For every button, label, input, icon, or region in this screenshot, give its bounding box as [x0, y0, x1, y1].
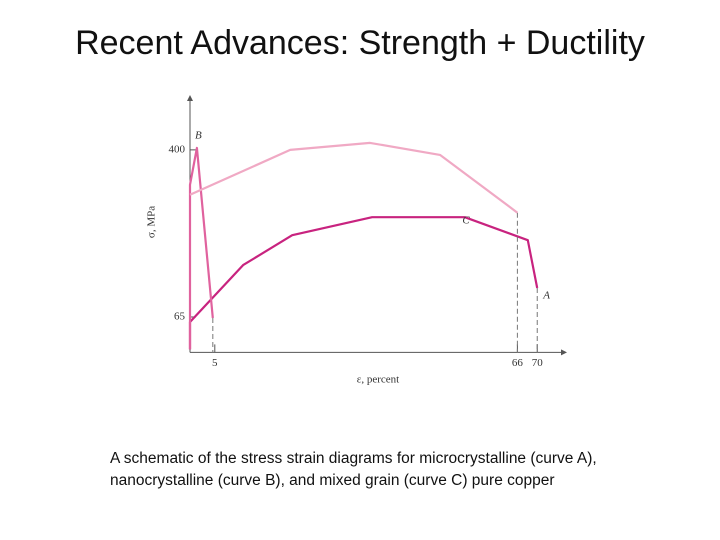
curve-label: B	[195, 129, 202, 141]
slide-title: Recent Advances: Strength + Ductility	[75, 24, 645, 62]
curve-label: C	[462, 214, 470, 226]
curve-label: A	[542, 290, 550, 302]
x-tick-label: 70	[532, 357, 544, 369]
curve	[188, 216, 539, 350]
x-tick-label: 66	[512, 357, 524, 369]
y-axis-label: σ, MPa	[146, 206, 158, 238]
x-axis-arrow	[561, 349, 567, 356]
y-tick-label: 400	[169, 143, 186, 155]
caption-line: A schematic of the stress strain diagram…	[110, 450, 597, 467]
curve	[189, 141, 519, 214]
caption-line: nanocrystalline (curve B), and mixed gra…	[110, 472, 555, 489]
y-axis-arrow	[187, 95, 193, 101]
y-tick-label: 65	[174, 311, 186, 323]
x-tick-label: 5	[212, 357, 218, 369]
curve	[188, 146, 214, 350]
caption: A schematic of the stress strain diagram…	[110, 448, 690, 492]
x-axis-label: ε, percent	[357, 374, 400, 386]
